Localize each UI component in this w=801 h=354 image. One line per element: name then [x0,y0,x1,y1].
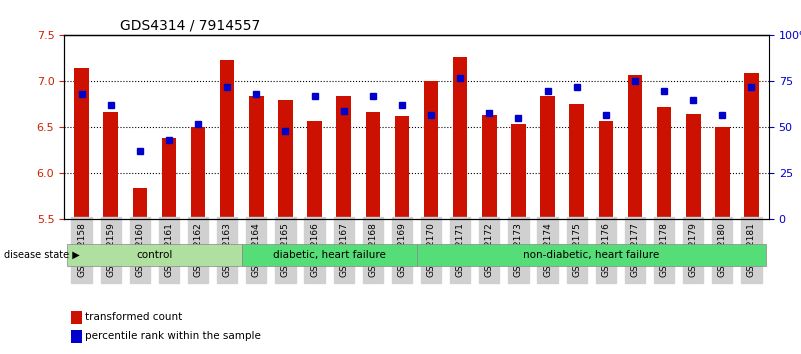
Text: non-diabetic, heart failure: non-diabetic, heart failure [523,250,659,260]
Text: GDS4314 / 7914557: GDS4314 / 7914557 [120,19,260,33]
Text: percentile rank within the sample: percentile rank within the sample [85,331,261,341]
Bar [365,112,380,219]
Bar [71,330,82,343]
Bar [191,127,205,219]
Bar [162,138,176,219]
Text: disease state ▶: disease state ▶ [4,250,80,260]
Bar [541,96,555,219]
Bar [395,116,409,219]
Bar [336,96,351,219]
Bar [71,311,82,324]
FancyBboxPatch shape [67,244,242,266]
Bar [103,112,118,219]
Bar [132,188,147,219]
Bar [570,104,584,219]
Text: control: control [136,250,172,260]
Bar [511,124,525,219]
Bar [482,115,497,219]
Bar [220,60,235,219]
FancyBboxPatch shape [242,244,417,266]
Bar [598,121,613,219]
Bar [715,127,730,219]
Bar [744,73,759,219]
Bar [308,121,322,219]
Bar [453,57,468,219]
Bar [657,107,671,219]
Text: transformed count: transformed count [85,312,183,322]
FancyBboxPatch shape [417,244,766,266]
Bar [628,75,642,219]
Bar [686,114,701,219]
Text: diabetic, heart failure: diabetic, heart failure [272,250,385,260]
Bar [74,68,89,219]
Bar [249,96,264,219]
Bar [278,100,292,219]
Bar [424,81,438,219]
